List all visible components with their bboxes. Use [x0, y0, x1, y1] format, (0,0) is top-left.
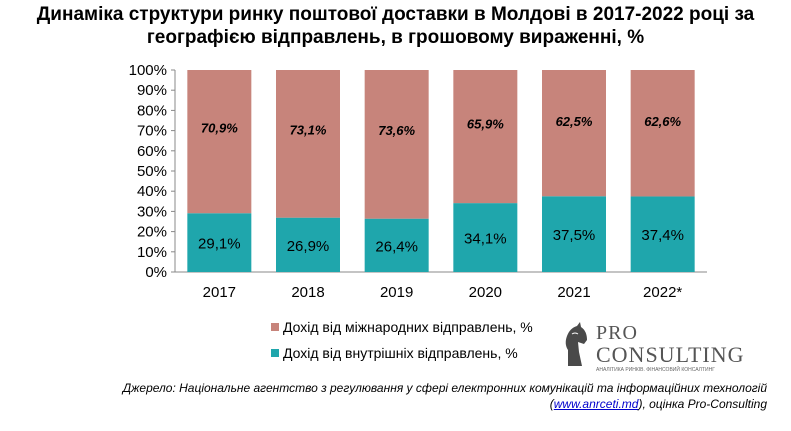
y-tick-label: 20% [137, 224, 167, 241]
legend-item-international: Дохід від міжнародних відправлень, % [271, 314, 533, 340]
chart-title: Динаміка структури ринку поштової достав… [0, 3, 791, 49]
data-label-domestic: 26,4% [375, 238, 418, 255]
source-line-1: Джерело: Національне агентство з регулюв… [122, 381, 767, 395]
logo-tagline: АНАЛІТИКА РИНКІВ. ФІНАНСОВИЙ КОНСАЛТИНГ [596, 367, 715, 373]
stacked-bar-chart: 0% 10% 20% 30% 40% 50% 60% 70% 80% 90% 100% 29,1% 70… [129, 62, 707, 301]
legend-swatch-international [271, 323, 279, 331]
bar-international-2018 [276, 70, 340, 218]
source-line-2: (www.anrceti.md), оцінка Pro-Consulting [549, 397, 767, 411]
bar-domestic-2021 [542, 196, 606, 272]
x-tick-label: 2020 [469, 284, 502, 301]
bar-international-2017 [187, 70, 252, 214]
y-tick-label: 0% [145, 264, 167, 281]
y-tick-label: 50% [137, 163, 167, 180]
data-label-international: 73,6% [378, 123, 415, 138]
bar-international-2022 [630, 70, 695, 197]
y-tick-label: 10% [137, 244, 167, 261]
source-note: Джерело: Національне агентство з регулюв… [27, 380, 767, 412]
horse-head-icon [565, 322, 587, 366]
data-label-domestic: 26,9% [287, 238, 330, 255]
y-tick-label: 40% [137, 183, 167, 200]
legend-label-domestic: Дохід від внутрішніх відправлень, % [283, 345, 518, 361]
chart-title-line-1: Динаміка структури ринку поштової достав… [36, 4, 755, 25]
chart-title-line-2: географією відправлень, в грошовому вира… [146, 27, 645, 48]
logo-consulting-text: CONSULTING [596, 342, 745, 367]
bar-international-2020 [453, 70, 518, 204]
bar-international-2021 [542, 70, 606, 197]
legend-swatch-domestic [271, 349, 279, 357]
bar-domestic-2017 [187, 213, 252, 272]
data-label-domestic: 29,1% [198, 236, 241, 253]
data-label-domestic: 34,1% [464, 231, 507, 248]
source-link[interactable]: www.anrceti.md [553, 397, 639, 411]
y-tick-label: 100% [129, 62, 167, 79]
data-label-international: 62,5% [556, 114, 593, 129]
bar-domestic-2019 [364, 218, 429, 272]
legend-item-domestic: Дохід від внутрішніх відправлень, % [271, 340, 533, 366]
bar-domestic-2022 [630, 196, 695, 272]
y-tick-label: 80% [137, 102, 167, 119]
pro-consulting-logo: PRO CONSULTING АНАЛІТИКА РИНКІВ. ФІНАНСО… [560, 322, 744, 374]
legend: Дохід від міжнародних відправлень, % Дох… [271, 314, 533, 366]
y-tick-label: 90% [137, 82, 167, 99]
y-tick-label: 30% [137, 203, 167, 220]
data-label-international: 73,1% [290, 123, 327, 138]
y-tick-label: 70% [137, 123, 167, 140]
bar-domestic-2020 [453, 203, 518, 272]
x-tick-label: 2022* [643, 284, 682, 301]
y-tick-label: 60% [137, 143, 167, 160]
logo-pro-text: PRO [596, 322, 638, 344]
data-label-international: 70,9% [201, 121, 238, 136]
data-label-domestic: 37,4% [641, 227, 684, 244]
bar-domestic-2018 [276, 217, 340, 272]
bar-international-2019 [364, 70, 429, 219]
x-tick-label: 2017 [203, 284, 236, 301]
data-label-international: 62,6% [644, 114, 681, 129]
x-tick-label: 2021 [557, 284, 590, 301]
data-label-domestic: 37,5% [553, 227, 596, 244]
x-tick-label: 2018 [291, 284, 324, 301]
legend-label-international: Дохід від міжнародних відправлень, % [283, 319, 533, 335]
source-suffix: , оцінка Pro-Consulting [642, 397, 767, 411]
data-label-international: 65,9% [467, 117, 504, 132]
x-tick-label: 2019 [380, 284, 413, 301]
